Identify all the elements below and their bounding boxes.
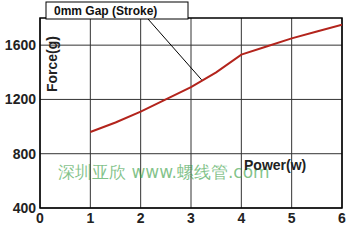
y-tick-label: 800 bbox=[13, 146, 37, 162]
x-tick-label: 5 bbox=[288, 210, 296, 226]
x-tick-label: 2 bbox=[137, 210, 145, 226]
y-grid-line bbox=[40, 99, 342, 100]
x-axis-label: Power(w) bbox=[244, 157, 306, 173]
x-tick-label: 0 bbox=[36, 210, 44, 226]
y-axis-label: Force(g) bbox=[44, 36, 60, 92]
line-series bbox=[90, 25, 342, 132]
y-tick-label: 400 bbox=[13, 200, 37, 216]
y-grid-line bbox=[40, 153, 342, 154]
x-tick-label: 6 bbox=[338, 210, 346, 226]
y-grid-line bbox=[40, 45, 342, 46]
y-tick-label: 1200 bbox=[5, 91, 36, 107]
plot-frame bbox=[40, 18, 342, 208]
y-tick-label: 1600 bbox=[5, 37, 36, 53]
x-tick-label: 1 bbox=[86, 210, 94, 226]
series-group bbox=[90, 25, 342, 132]
x-grid-line bbox=[291, 18, 292, 208]
watermark: 深圳亚欣 www.螺线管.com bbox=[58, 162, 270, 182]
x-tick-label: 3 bbox=[187, 210, 195, 226]
callout-line bbox=[148, 19, 202, 80]
callout-box bbox=[46, 2, 188, 19]
x-tick-label: 4 bbox=[237, 210, 245, 226]
chart: 0 1 2 3 4 5 6 400 800 1200 1600 深圳亚欣 www.螺线管.com For… bbox=[0, 0, 350, 226]
series-label: 0mm Gap (Stroke) bbox=[54, 4, 157, 18]
